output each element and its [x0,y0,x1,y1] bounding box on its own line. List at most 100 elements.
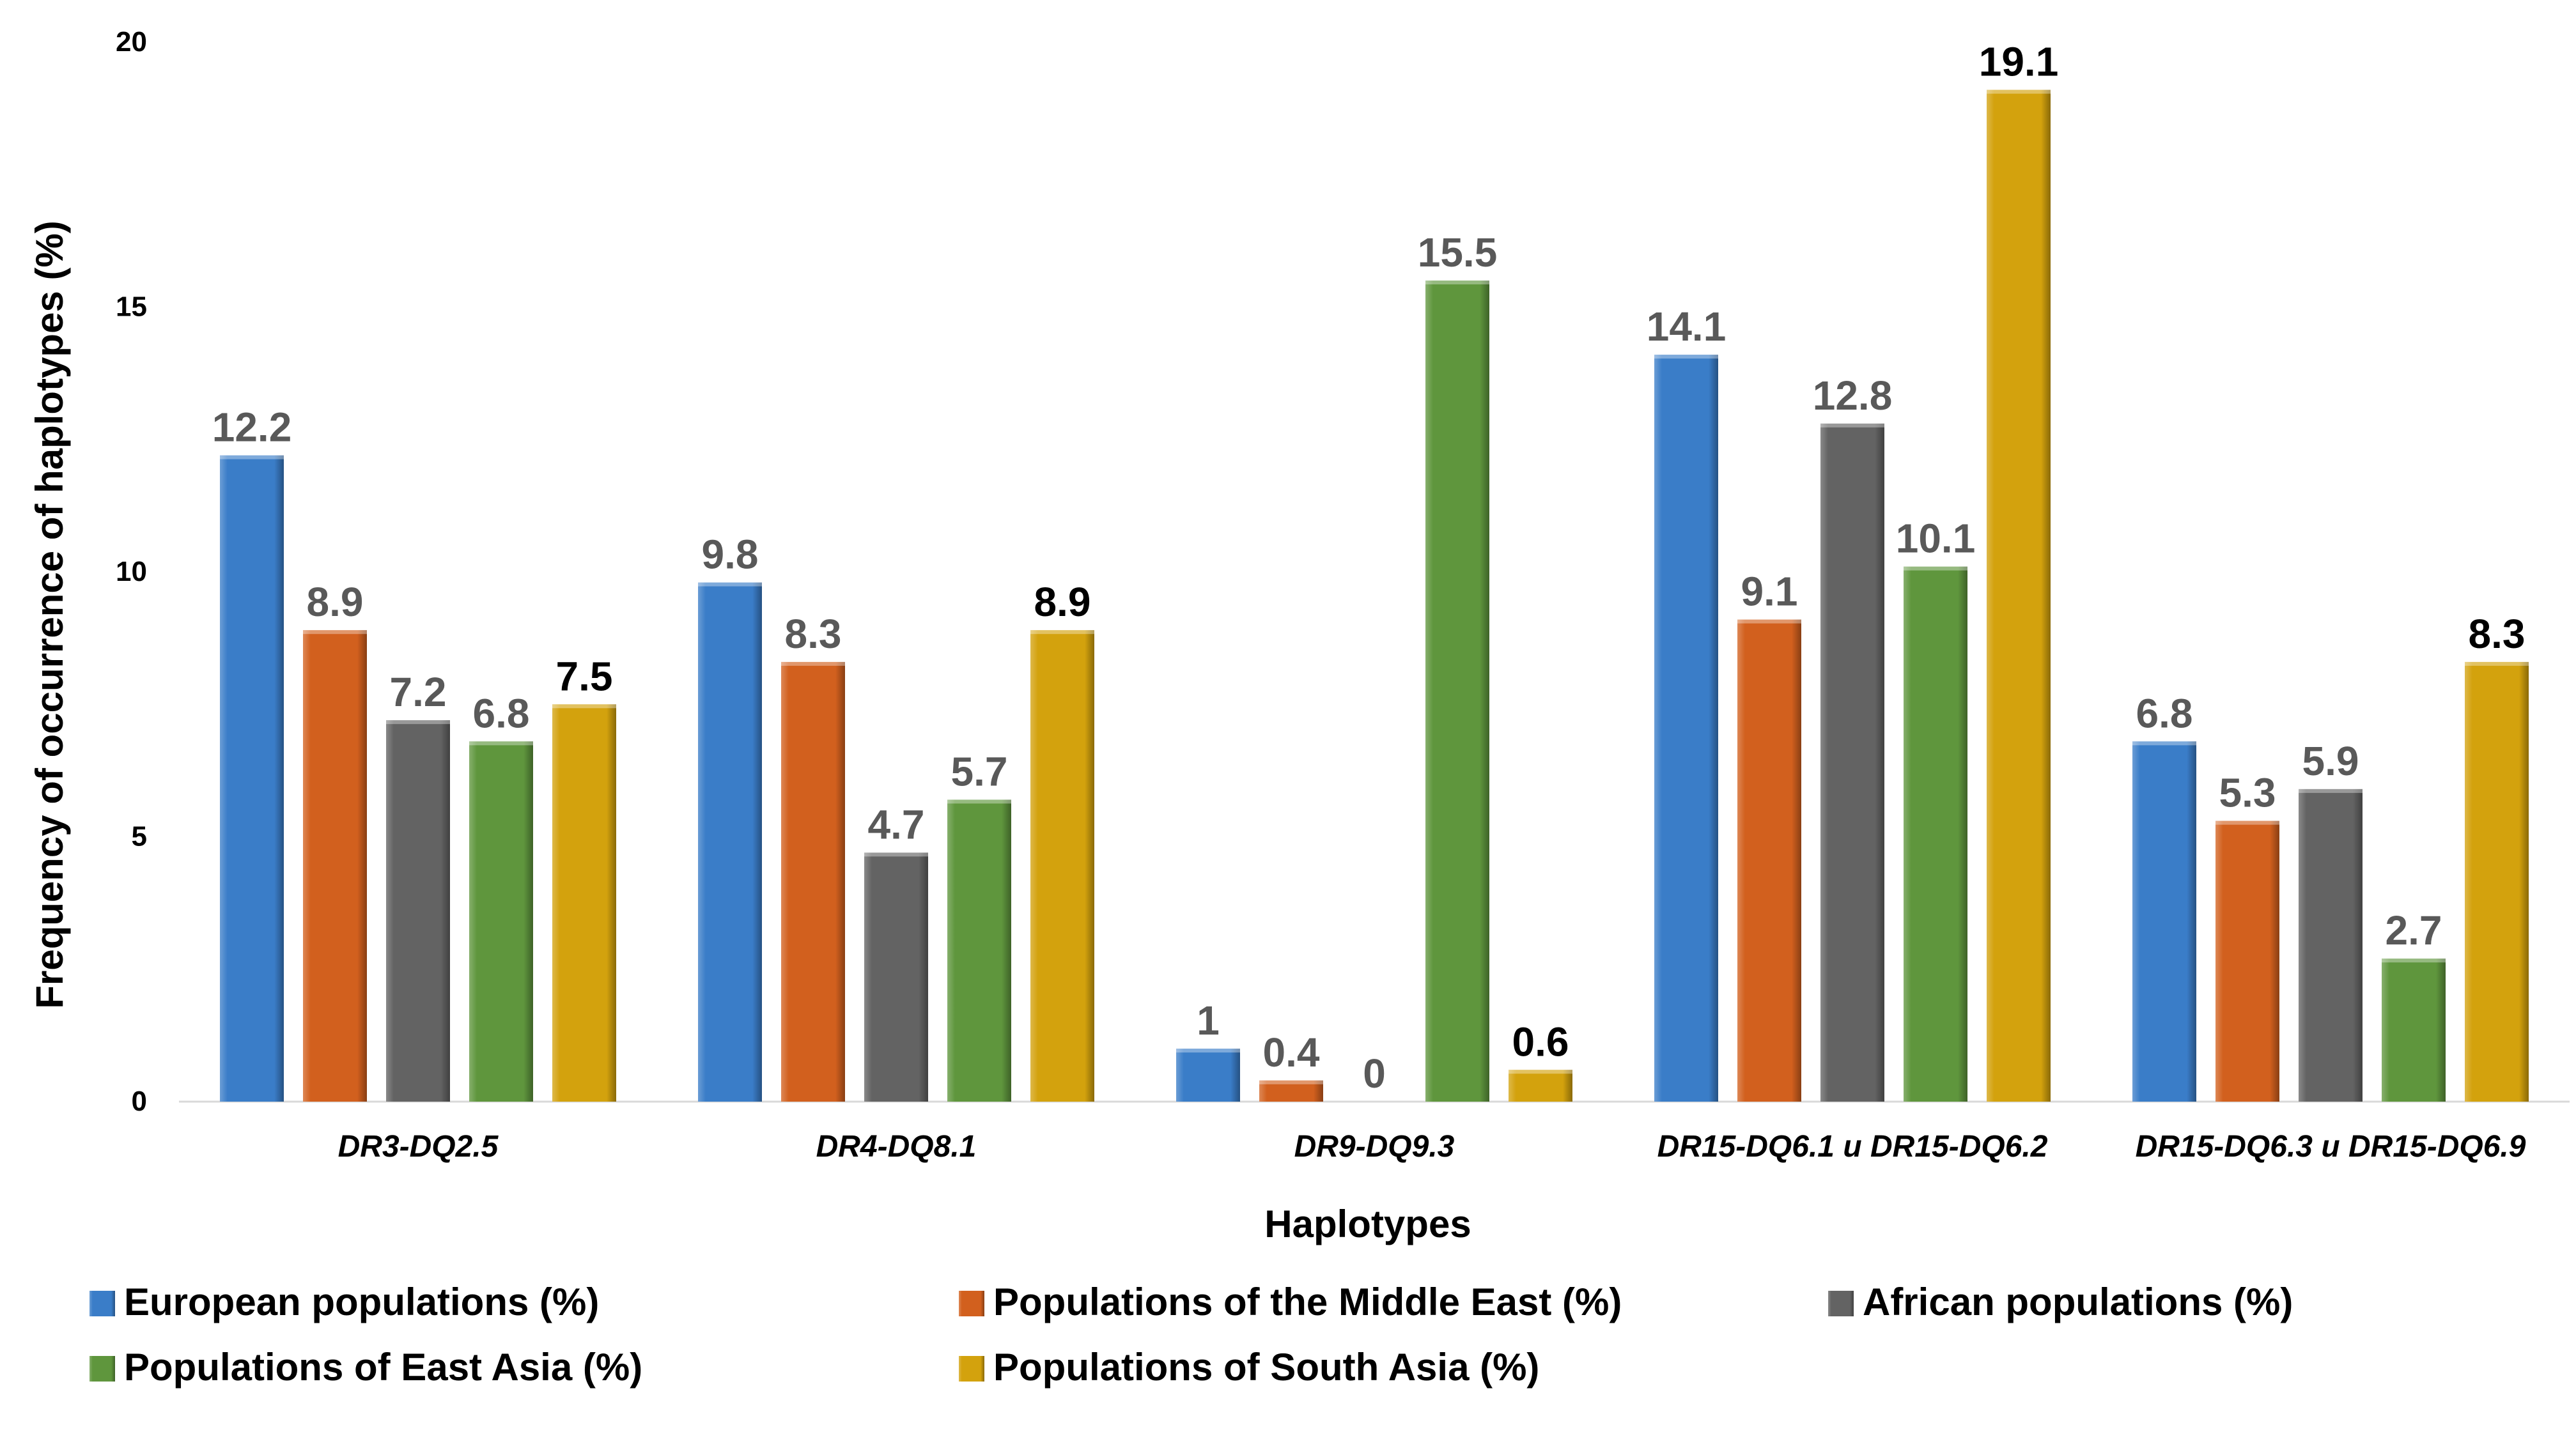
bar-top-edge [1820,423,1884,427]
bar-top-edge [386,720,450,725]
bar-bevel [1820,423,1884,1102]
x-tick-label: DR4-DQ8.1 [816,1130,977,1164]
bar-top-edge [2132,741,2196,746]
bar-bevel [552,704,616,1102]
bar-top-edge [781,661,845,666]
bar-bevel [2299,789,2363,1102]
bar-top-edge [1509,1070,1572,1074]
legend-swatch-bevel [1828,1291,1854,1316]
bar-bevel [2132,741,2196,1102]
bar-top-edge [1176,1049,1240,1053]
data-label: 9.8 [702,532,759,578]
y-tick-label: 5 [132,821,147,852]
bar-top-edge [2215,820,2279,825]
bar-bevel [781,661,845,1102]
bar-bevel [1030,630,1094,1102]
data-label: 15.5 [1418,229,1498,275]
data-label: 8.9 [307,579,364,625]
legend-swatch-bevel [959,1356,984,1382]
data-label: 6.8 [473,690,530,736]
bar-top-edge [698,582,762,587]
bar-bevel [2382,959,2446,1102]
legend-item: Populations of the Middle East (%) [959,1281,1622,1323]
bar-bevel [303,630,367,1102]
bar-bevel [2215,820,2279,1102]
legend-swatch-bevel [89,1291,115,1316]
bar-top-edge [1030,630,1094,635]
legend-item: African populations (%) [1828,1281,2293,1323]
bar-top-edge [303,630,367,635]
bar-bevel [2465,661,2529,1102]
data-label: 4.7 [868,801,925,847]
bar-top-edge [2465,661,2529,666]
data-label: 6.8 [2136,690,2193,736]
y-axis-title: Frequency of occurrence of haplotypes (%… [28,220,71,1009]
legend-swatch-bevel [89,1356,115,1382]
bar-bevel [1987,89,2051,1102]
legend-item: Populations of East Asia (%) [89,1346,642,1389]
bar-top-edge [1654,355,1718,359]
data-label: 14.1 [1647,304,1726,350]
legend-label: African populations (%) [1863,1281,2293,1323]
bar-top-edge [1904,566,1967,571]
legend-label: Populations of East Asia (%) [124,1346,642,1389]
x-tick-label: DR15-DQ6.1 u DR15-DQ6.2 [1657,1130,2048,1164]
data-label: 7.2 [390,669,447,715]
bar-top-edge [1737,619,1801,624]
bar-bevel [220,455,284,1102]
x-tick-label: DR9-DQ9.3 [1294,1130,1455,1164]
legend-label: Populations of the Middle East (%) [993,1281,1622,1323]
data-label: 7.5 [556,653,613,699]
bar-bevel [698,582,762,1102]
bar-bevel [386,720,450,1102]
data-label: 19.1 [1979,39,2059,85]
bar-bevel [1737,619,1801,1102]
data-label: 0 [1363,1051,1386,1097]
bar-bevel [1425,281,1489,1102]
bar-bevel [947,799,1011,1102]
y-tick-label: 0 [132,1086,147,1117]
data-label: 2.7 [2386,907,2442,953]
data-label: 5.9 [2302,738,2359,784]
data-label: 0.4 [1263,1029,1320,1075]
data-label: 5.3 [2219,770,2276,816]
bar-top-edge [1987,89,2051,94]
bar-bevel [469,741,533,1102]
bar-top-edge [552,704,616,709]
y-tick-label: 15 [116,291,147,323]
data-label: 0.6 [1512,1019,1569,1065]
bar-top-edge [1259,1080,1323,1084]
bar-bevel [1259,1080,1323,1102]
data-label: 12.8 [1813,373,1893,419]
bar-top-edge [1425,281,1489,285]
bar-top-edge [2299,789,2363,793]
data-label: 8.3 [785,611,842,657]
data-label: 8.3 [2469,611,2526,657]
x-tick-label: DR15-DQ6.3 u DR15-DQ6.9 [2136,1130,2526,1164]
x-axis-title: Haplotypes [1264,1203,1471,1245]
bar-top-edge [469,741,533,746]
legend-item: Populations of South Asia (%) [959,1346,1539,1389]
legend-swatch-bevel [959,1291,984,1316]
bar-bevel [1509,1070,1572,1102]
legend-label: European populations (%) [124,1281,599,1323]
legend-label: Populations of South Asia (%) [993,1346,1539,1389]
bar-bevel [1654,355,1718,1102]
bar-top-edge [947,799,1011,804]
data-label: 8.9 [1034,579,1091,625]
data-label: 9.1 [1741,569,1798,615]
bar-bevel [864,852,928,1102]
bar-top-edge [864,852,928,857]
bar-bevel [1176,1049,1240,1102]
legend-item: European populations (%) [89,1281,599,1323]
bar-top-edge [220,455,284,459]
data-label: 10.1 [1896,516,1976,562]
y-tick-label: 10 [116,556,147,587]
y-tick-label: 20 [116,26,147,58]
data-label: 5.7 [951,748,1008,794]
data-label: 12.2 [212,404,292,450]
bar-bevel [1904,566,1967,1102]
data-label: 1 [1197,997,1220,1043]
